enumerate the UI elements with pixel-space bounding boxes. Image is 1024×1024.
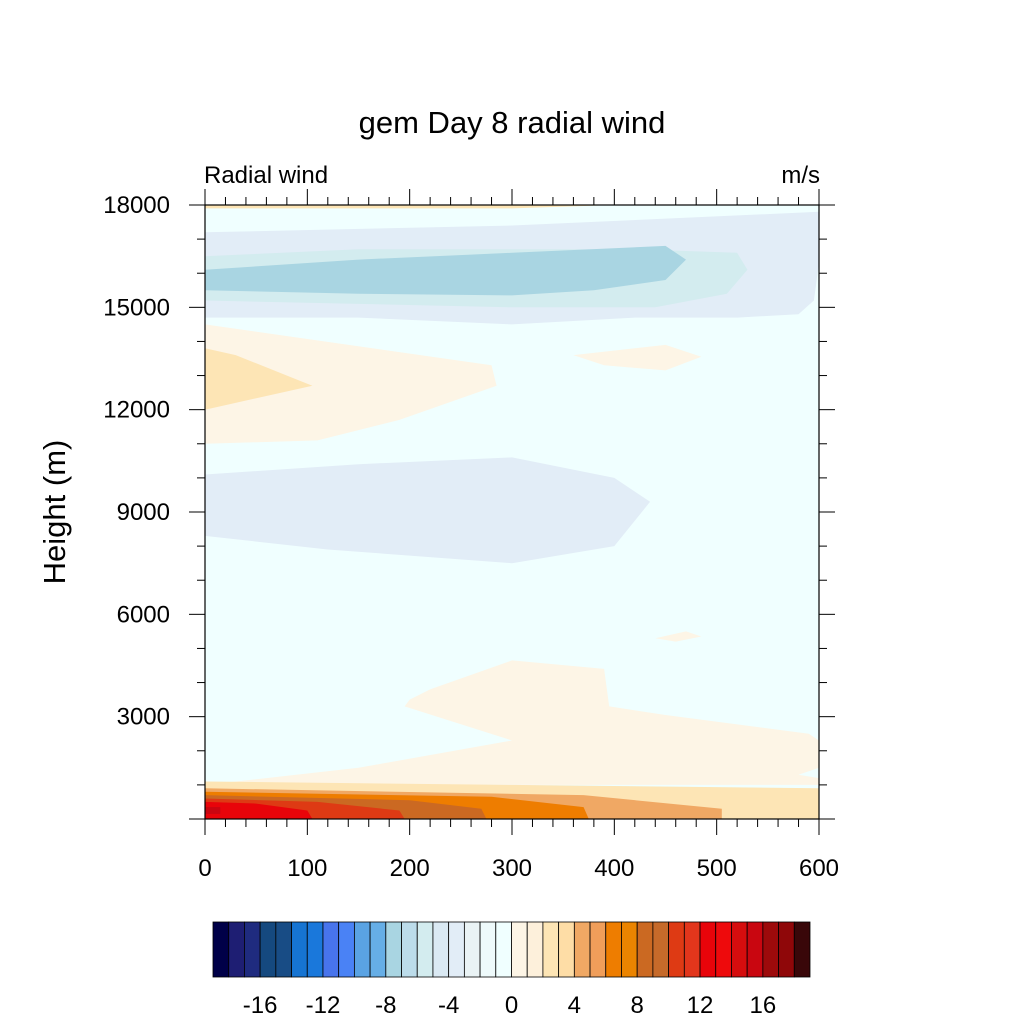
x-tick-label: 100 xyxy=(287,855,327,882)
contour-region-7 xyxy=(205,245,686,296)
colorbar-swatch xyxy=(275,921,292,978)
colorbar-swatch xyxy=(306,921,324,978)
colorbar-swatch xyxy=(244,921,261,978)
colorbar: -16 -12 -8 -4 0 4 8 12 16 xyxy=(212,921,811,1019)
y-tick-label: 18000 xyxy=(103,192,170,219)
contour-region-4 xyxy=(205,457,651,564)
x-tick-label: 600 xyxy=(799,855,839,882)
colorbar-swatch xyxy=(259,921,277,978)
colorbar-swatch xyxy=(605,921,622,978)
contour-region-1 xyxy=(205,348,313,410)
contour-region-2 xyxy=(573,344,702,371)
y-tick-label: 3000 xyxy=(117,704,170,731)
colorbar-swatch xyxy=(589,921,607,978)
x-tick-label: 0 xyxy=(198,855,211,882)
colorbar-swatch xyxy=(448,921,465,978)
colorbar-swatch xyxy=(212,921,230,978)
colorbar-tick-label: -16 xyxy=(243,992,278,1019)
colorbar-swatch xyxy=(291,921,308,978)
colorbar-swatch xyxy=(746,921,764,978)
x-tick-label: 200 xyxy=(390,855,430,882)
contour-region-16 xyxy=(205,205,615,209)
colorbar-tick-label: -4 xyxy=(438,992,459,1019)
y-tick-label: 6000 xyxy=(117,601,170,628)
colorbar-swatch xyxy=(573,921,591,978)
colorbar-swatch xyxy=(369,921,387,978)
colorbar-swatch xyxy=(762,921,779,978)
colorbar-tick-label: -12 xyxy=(306,992,341,1019)
y-tick-label: 12000 xyxy=(103,397,170,424)
colorbar-swatch xyxy=(793,921,811,978)
y-axis-label: Height (m) xyxy=(37,440,72,585)
colorbar-swatch xyxy=(416,921,434,978)
contour-region-0 xyxy=(205,324,497,444)
y-tick-label: 15000 xyxy=(103,294,170,321)
x-tick-label: 400 xyxy=(594,855,634,882)
colorbar-swatch xyxy=(401,921,418,978)
x-tick-label: 500 xyxy=(697,855,737,882)
colorbar-tick-label: 8 xyxy=(631,992,644,1019)
colorbar-swatch xyxy=(338,921,355,978)
colorbar-tick-label: 16 xyxy=(750,992,777,1019)
x-tick-label: 300 xyxy=(492,855,532,882)
colorbar-swatch xyxy=(778,921,795,978)
colorbar-swatch xyxy=(699,921,717,978)
colorbar-swatch xyxy=(385,921,402,978)
chart-title: gem Day 8 radial wind xyxy=(359,105,666,140)
colorbar-swatch xyxy=(322,921,340,978)
colorbar-swatch xyxy=(558,921,575,978)
y-tick-label: 9000 xyxy=(117,499,170,526)
colorbar-swatch xyxy=(668,921,685,978)
colorbar-swatch xyxy=(463,921,481,978)
contour-region-8 xyxy=(205,660,819,785)
colorbar-swatch xyxy=(542,921,560,978)
colorbar-swatch xyxy=(526,921,544,978)
colorbar-tick-label: 12 xyxy=(687,992,714,1019)
colorbar-swatch xyxy=(715,921,732,978)
units-label: m/s xyxy=(781,162,820,189)
contour-region-14 xyxy=(205,801,313,819)
contour-fills xyxy=(205,205,819,819)
colorbar-swatch xyxy=(621,921,638,978)
colorbar-swatch xyxy=(495,921,512,978)
colorbar-swatch xyxy=(479,921,497,978)
colorbar-swatch xyxy=(353,921,371,978)
colorbar-tick-label: -8 xyxy=(375,992,396,1019)
contour-region-3 xyxy=(655,631,702,642)
colorbar-swatch xyxy=(652,921,670,978)
colorbar-swatch xyxy=(432,921,450,978)
colorbar-swatch xyxy=(511,921,528,978)
left-string: Radial wind xyxy=(204,162,328,189)
colorbar-tick-label: 0 xyxy=(505,992,518,1019)
colorbar-swatch xyxy=(636,921,654,978)
contour-region-15 xyxy=(205,807,221,814)
colorbar-swatch xyxy=(731,921,748,978)
colorbar-swatch xyxy=(228,921,245,978)
colorbar-swatch xyxy=(683,921,701,978)
colorbar-tick-label: 4 xyxy=(568,992,581,1019)
axes: 0 100 200 300 400 500 600 3000 6000 9000 12000 1500… xyxy=(103,189,839,882)
